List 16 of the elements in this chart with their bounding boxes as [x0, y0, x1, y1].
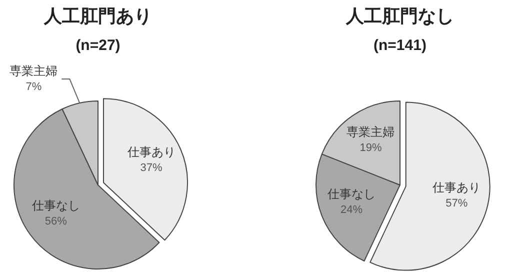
chart-title: 人工肛門あり	[43, 6, 152, 26]
slice-label: 仕事あり	[432, 180, 481, 195]
chart-subtitle: (n=141)	[374, 37, 426, 54]
slice-label: 仕事なし	[326, 187, 376, 202]
data-label: 19%	[360, 142, 382, 154]
data-label: 24%	[340, 204, 363, 216]
data-label: 37%	[140, 162, 163, 174]
slice-label: 専業主婦	[10, 64, 58, 78]
slice-label: 専業主婦	[346, 124, 395, 139]
slice-label: 仕事あり	[126, 144, 176, 159]
data-label: 56%	[44, 216, 68, 228]
chart-subtitle: (n=27)	[76, 37, 120, 54]
data-label: 7%	[26, 81, 42, 94]
slice-label: 仕事なし	[30, 198, 80, 213]
chart-title: 人工肛門なし	[345, 6, 454, 26]
data-label: 57%	[446, 198, 468, 210]
